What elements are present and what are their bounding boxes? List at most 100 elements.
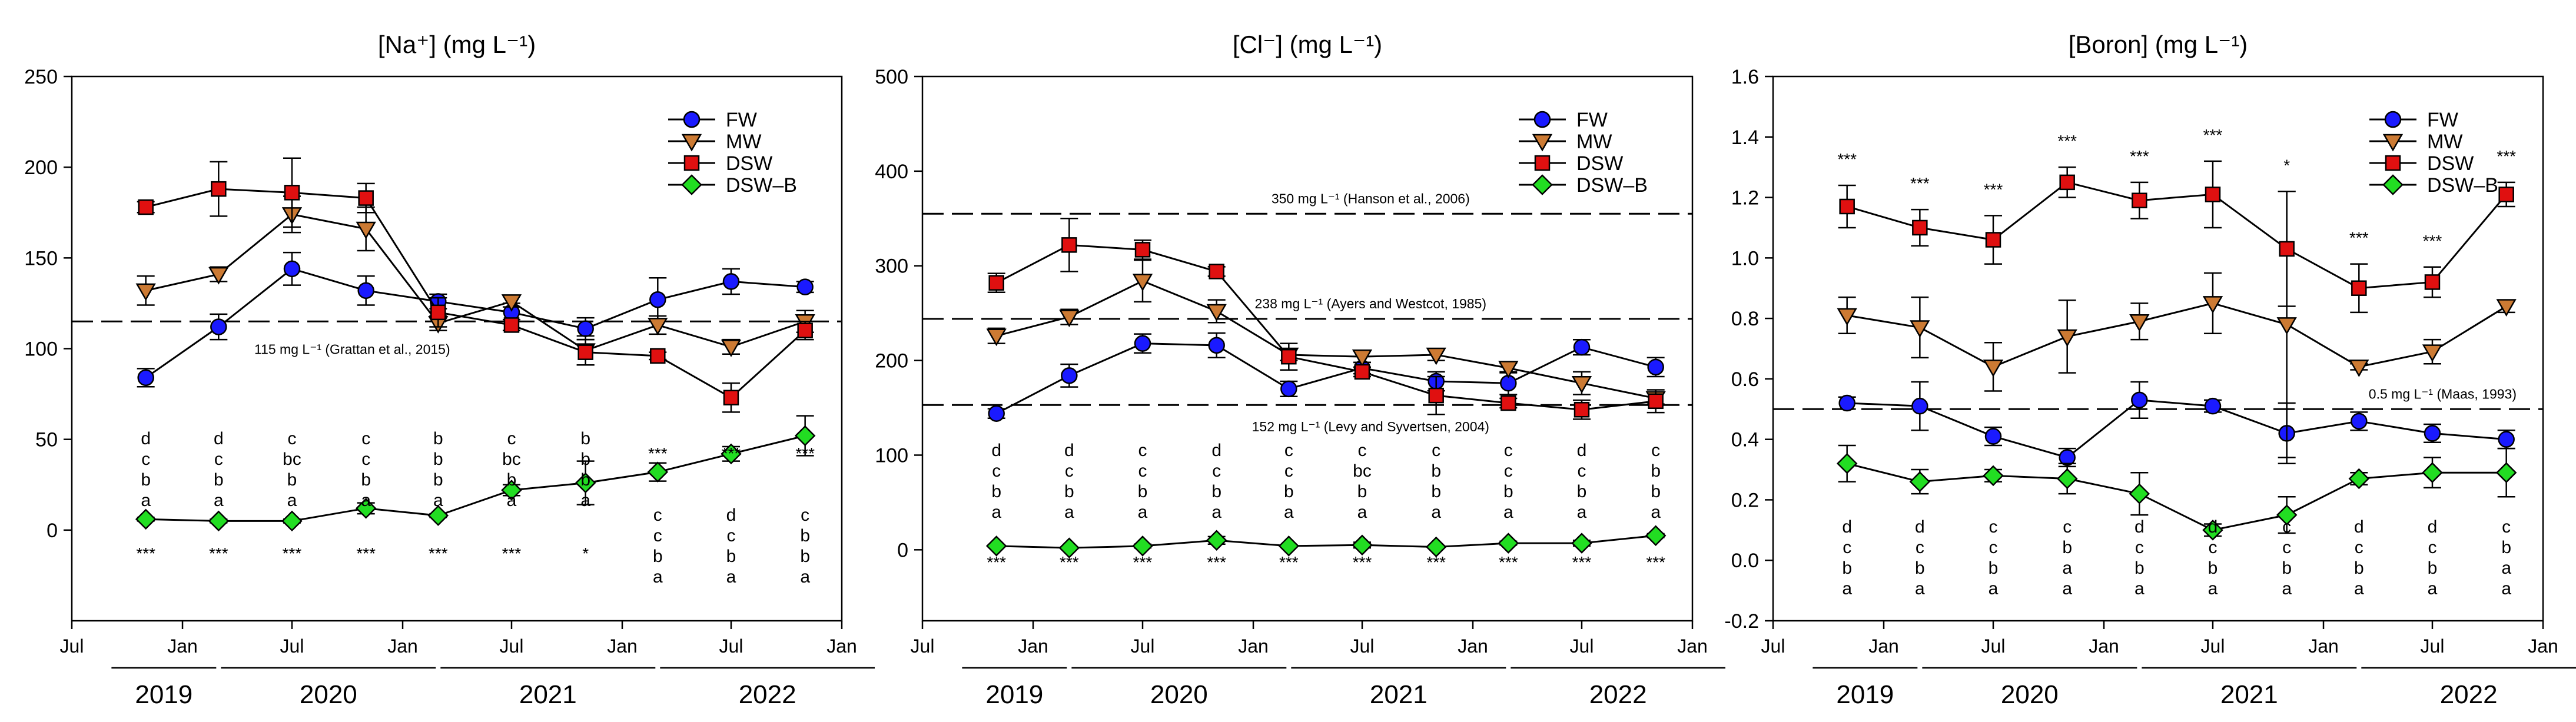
data-point <box>1132 535 1153 557</box>
x-tick-label: Jan <box>826 636 857 657</box>
significance-letter: a <box>1842 579 1852 598</box>
significance-letter: c <box>2135 538 2144 557</box>
y-tick-label: 200 <box>875 350 908 372</box>
significance-stars: *** <box>2203 126 2223 144</box>
significance-letter: a <box>2501 579 2511 598</box>
y-tick-label: 1.2 <box>1731 187 1759 209</box>
significance-letter: b <box>1431 461 1441 481</box>
data-point <box>1985 232 2001 248</box>
data-point <box>430 304 446 321</box>
significance-stars: *** <box>795 444 815 463</box>
data-point <box>988 405 1005 422</box>
year-label: 2022 <box>2440 680 2498 709</box>
y-tick-label: 500 <box>875 66 908 88</box>
data-point <box>1573 338 1591 356</box>
y-tick-label: 1.0 <box>1731 247 1759 269</box>
y-tick-label: 0.2 <box>1731 489 1759 511</box>
data-point <box>2129 314 2150 332</box>
legend-label: MW <box>726 131 761 153</box>
significance-letter: a <box>2135 579 2145 598</box>
data-point <box>501 294 522 312</box>
significance-letter: d <box>141 429 151 448</box>
significance-letter: a <box>1431 503 1441 522</box>
series-line <box>996 280 1656 400</box>
x-tick-label: Jan <box>167 636 198 657</box>
x-tick-label: Jul <box>1570 636 1594 657</box>
significance-letter: b <box>1138 482 1148 501</box>
legend-marker <box>1532 174 1553 195</box>
significance-letter: b <box>2135 558 2145 578</box>
x-tick-label: Jul <box>1131 636 1155 657</box>
data-point <box>1498 361 1519 378</box>
significance-stars: *** <box>648 444 668 463</box>
significance-letter: c <box>801 505 809 525</box>
data-point <box>1058 537 1080 558</box>
data-point <box>1571 533 1592 554</box>
significance-letter: b <box>726 547 736 566</box>
data-point <box>2204 397 2222 415</box>
y-tick-label: 50 <box>35 429 58 451</box>
data-point <box>135 283 156 301</box>
series-DSW <box>1838 160 2515 314</box>
significance-letter: b <box>2282 558 2292 578</box>
year-label: 2019 <box>135 680 192 709</box>
significance-letter: c <box>2208 538 2217 557</box>
series-line <box>1847 463 2507 531</box>
significance-letter: b <box>2354 558 2364 578</box>
legend-label: DSW <box>2427 152 2474 175</box>
significance-letter: b <box>2428 558 2438 578</box>
significance-stars: *** <box>1060 553 1079 571</box>
y-tick-label: 150 <box>24 247 58 269</box>
data-point <box>2276 504 2298 525</box>
significance-letter: c <box>1432 441 1440 460</box>
y-tick-label: 300 <box>875 255 908 278</box>
legend-label: MW <box>1576 131 1612 153</box>
legend-label: MW <box>2427 131 2462 153</box>
significance-stars: *** <box>1353 553 1372 571</box>
legend-marker <box>681 174 702 195</box>
significance-letter: b <box>1503 482 1513 501</box>
series-line <box>145 213 806 352</box>
significance-letter: a <box>1138 503 1148 522</box>
x-tick-label: Jan <box>1018 636 1048 657</box>
series-line <box>1847 399 2507 459</box>
data-point <box>1574 402 1590 418</box>
data-point <box>648 318 668 335</box>
data-point <box>135 508 157 530</box>
data-point <box>1059 310 1080 328</box>
significance-letter: b <box>2062 538 2072 557</box>
data-point <box>721 443 742 465</box>
data-point <box>1571 375 1592 394</box>
data-point <box>1648 393 1664 410</box>
significance-letter: c <box>2502 517 2511 537</box>
x-tick-label: Jan <box>1238 636 1269 657</box>
significance-letter: a <box>1915 579 1925 598</box>
data-point <box>211 181 227 197</box>
x-tick-label: Jul <box>2201 636 2225 657</box>
data-point <box>138 199 154 215</box>
significance-letter: a <box>2354 579 2364 598</box>
data-point <box>1134 335 1151 352</box>
series-MW <box>135 195 815 366</box>
data-point <box>427 505 449 526</box>
data-point <box>281 510 303 532</box>
series-line <box>996 534 1656 549</box>
legend-marker <box>2382 174 2404 195</box>
y-tick-label: -0.2 <box>1724 610 1759 633</box>
significance-stars: *** <box>1910 174 1930 192</box>
data-point <box>1352 349 1373 367</box>
significance-letter: c <box>726 526 735 545</box>
x-tick-label: Jul <box>1981 636 2006 657</box>
series-line <box>995 244 1656 411</box>
data-point <box>2496 299 2517 317</box>
significance-letter: b <box>1989 558 1999 578</box>
significance-letter: c <box>1284 461 1293 481</box>
significance-letter: b <box>361 470 371 490</box>
significance-letter: b <box>1651 461 1661 481</box>
data-point <box>1280 380 1297 398</box>
data-point <box>1208 337 1225 354</box>
legend-marker <box>683 111 701 128</box>
data-point <box>2351 280 2367 296</box>
data-point <box>208 267 229 285</box>
